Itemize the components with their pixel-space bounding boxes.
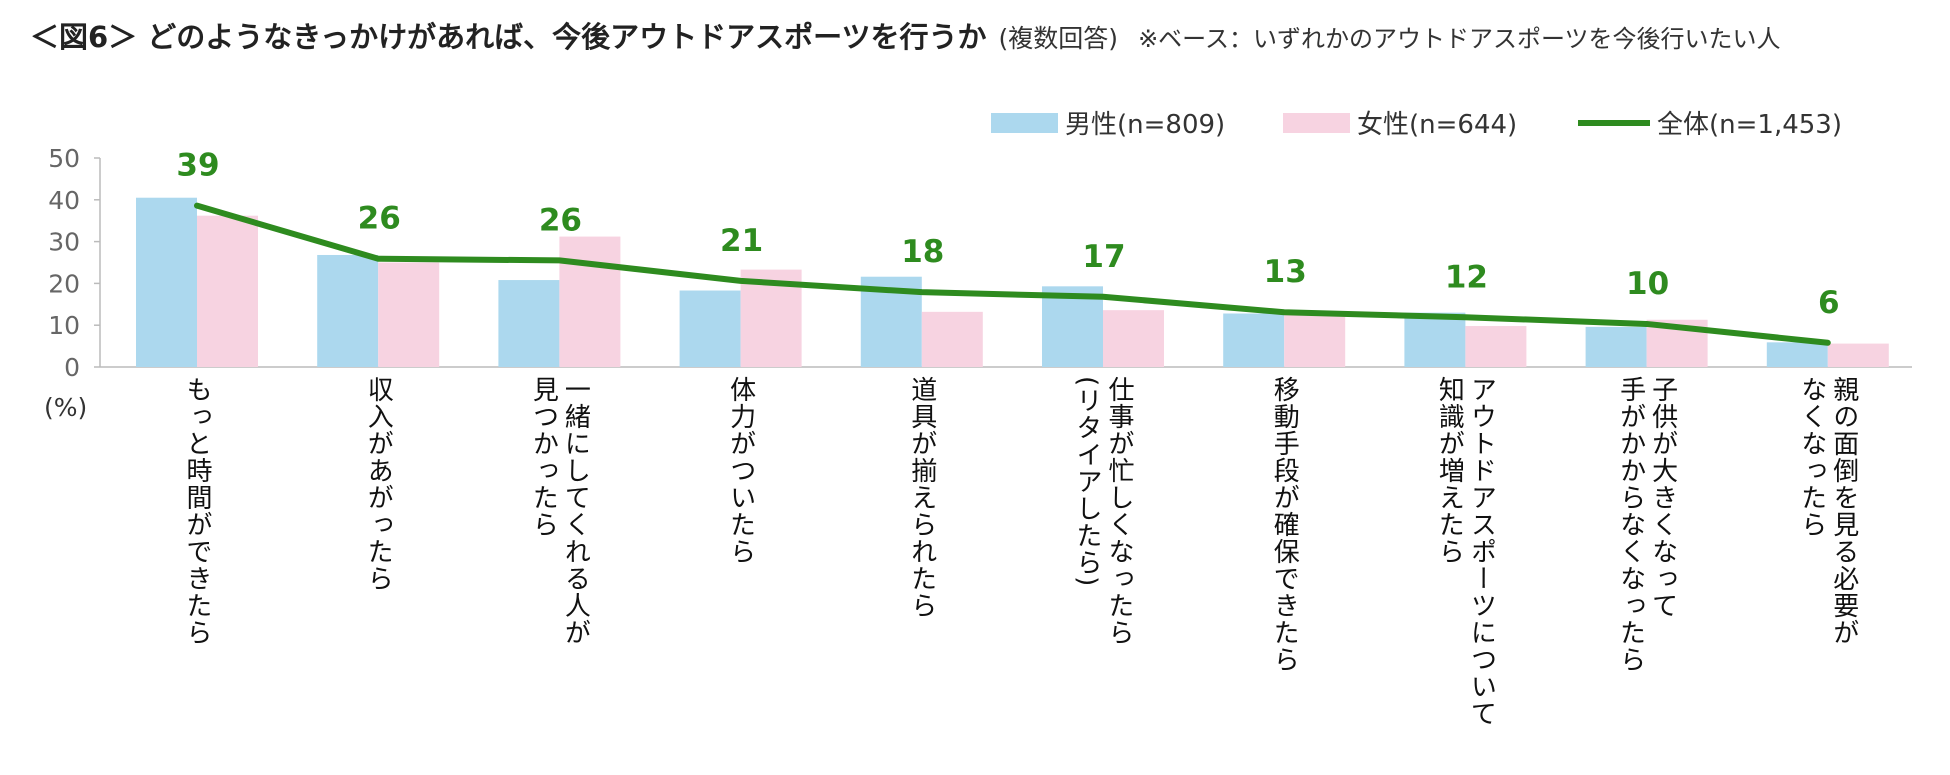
data-label: 21 bbox=[720, 223, 763, 259]
x-category-label: もっと時間ができたら bbox=[182, 376, 212, 646]
bar-male bbox=[136, 197, 197, 367]
x-category-label: 道具が揃えられたら bbox=[906, 376, 937, 619]
y-tick-label: 30 bbox=[48, 228, 80, 257]
bar-male bbox=[317, 254, 379, 367]
data-label: 6 bbox=[1818, 285, 1840, 321]
data-label: 18 bbox=[901, 234, 944, 270]
legend-swatch bbox=[1283, 113, 1350, 133]
bar-female bbox=[378, 262, 440, 367]
data-label: 39 bbox=[176, 148, 219, 184]
data-label: 26 bbox=[358, 201, 401, 237]
legend-label: 男性(n=809) bbox=[1065, 110, 1225, 140]
x-category-label: 一緒にしてくれる人が 見つかったら bbox=[528, 376, 591, 646]
x-category-label: アウトドアスポーツについて 知識が増えたら bbox=[1434, 376, 1497, 727]
legend-swatch bbox=[991, 113, 1058, 133]
bar-male bbox=[1585, 326, 1647, 367]
y-tick-label: 20 bbox=[48, 269, 80, 298]
legend-label: 女性(n=644) bbox=[1357, 110, 1517, 140]
chart-note: ※ベース：いずれかのアウトドアスポーツを今後行いたい人 bbox=[1138, 25, 1781, 53]
x-category-label: 仕事が忙しくなったら (リタイアしたら) bbox=[1072, 376, 1134, 646]
legend-label: 全体(n=1,453) bbox=[1657, 110, 1842, 140]
y-tick-label: 0 bbox=[64, 353, 80, 382]
y-axis-unit: (%) bbox=[44, 393, 87, 422]
bar-female bbox=[1103, 310, 1164, 367]
y-tick-label: 10 bbox=[48, 311, 80, 340]
bar-female bbox=[921, 311, 983, 367]
y-tick-label: 40 bbox=[48, 186, 80, 215]
line-total bbox=[194, 202, 1831, 346]
data-label: 26 bbox=[539, 202, 582, 238]
x-category-label: 子供が大きくなって 手がかからなくなったら bbox=[1615, 376, 1678, 673]
bar-female bbox=[1465, 326, 1527, 367]
x-category-label: 収入があがったら bbox=[363, 376, 394, 592]
y-tick-label: 50 bbox=[48, 144, 80, 173]
bar-female bbox=[1284, 315, 1346, 367]
bar-female bbox=[559, 236, 621, 367]
data-label: 10 bbox=[1626, 266, 1669, 302]
bar-female bbox=[1827, 343, 1889, 367]
chart-title: ＜図6＞ どのようなきっかけがあれば、今後アウトドアスポーツを行うか bbox=[30, 20, 987, 54]
bar-female bbox=[197, 215, 258, 367]
bar-male bbox=[1223, 313, 1285, 367]
bar-male bbox=[1404, 312, 1466, 367]
chart-title-row: ＜図6＞ どのようなきっかけがあれば、今後アウトドアスポーツを行うか (複数回答)… bbox=[30, 14, 1781, 56]
data-label: 17 bbox=[1082, 239, 1125, 275]
bar-male bbox=[1042, 286, 1103, 367]
chart-subtitle: (複数回答) bbox=[998, 24, 1119, 53]
x-category-label: 移動手段が確保できたら bbox=[1269, 376, 1300, 673]
data-label: 13 bbox=[1264, 254, 1307, 290]
chart-legend: 男性(n=809) 女性(n=644) 全体(n=1,453) bbox=[991, 110, 1842, 140]
bar-male bbox=[498, 280, 560, 367]
x-category-label: 体力がついたら bbox=[725, 376, 756, 565]
bar-male bbox=[679, 290, 741, 367]
data-label: 12 bbox=[1445, 259, 1488, 295]
bar-male bbox=[1766, 342, 1828, 367]
x-category-label: 親の面倒を見る必要が なくなったら bbox=[1796, 376, 1859, 646]
